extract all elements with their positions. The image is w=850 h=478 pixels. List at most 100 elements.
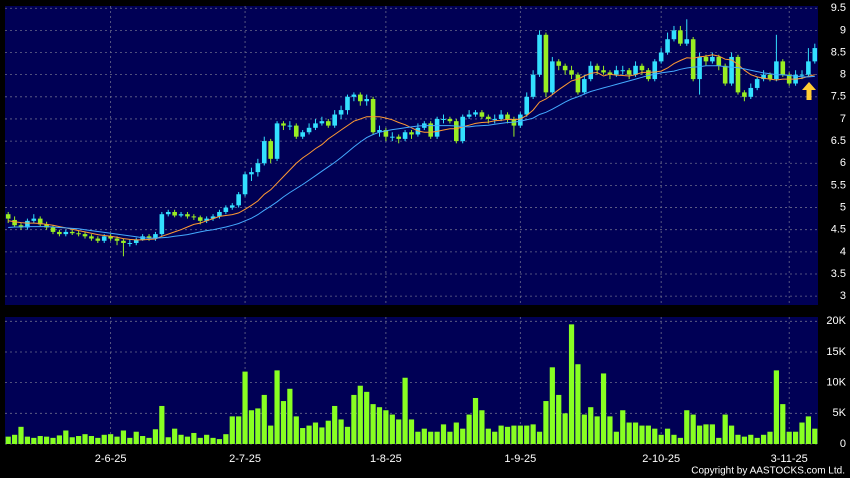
volume-bar [735,434,741,444]
candle-body [31,218,37,221]
volume-bar [37,436,43,444]
candle-body [50,227,56,232]
candle-body [697,56,702,80]
x-tick-label: 2-10-25 [642,453,680,465]
y-tick-label: 7.5 [831,91,846,103]
candle-body [530,74,536,97]
arrow-icon [802,82,816,100]
volume-bar [50,437,56,444]
candle-body [646,70,651,80]
volume-bar [376,407,383,444]
candle-body [550,61,555,93]
volume-bar [780,404,786,444]
volume-bar [293,416,299,444]
volume-bar [255,408,261,444]
volume-bar [152,429,159,444]
volume-bar [479,410,485,444]
volume-bar [460,428,466,444]
volume-bar [472,397,479,444]
x-tick-label: 1-8-25 [370,453,402,465]
volume-bar [127,437,133,444]
candle-body [460,116,466,142]
y-tick-label: 9.5 [831,2,846,14]
y-tick-label: 6.5 [831,135,846,147]
candle-body [774,61,779,80]
candle-body [409,132,414,135]
candle-body [210,216,216,219]
volume-bar [184,436,191,444]
volume-bar [511,425,517,444]
candle-body [428,123,434,137]
candle-body [761,74,766,80]
candle-body [812,48,818,62]
candle-body [447,118,453,122]
volume-bar [165,437,171,444]
y-tick-label: 15K [826,346,846,358]
candle-body [114,238,120,241]
candle-body [261,141,267,164]
candle-body [729,56,734,84]
volume-bar [24,436,31,444]
candle-body [742,92,747,97]
volume-bar [620,410,626,444]
candle-body [217,211,222,217]
candle-body [658,52,664,62]
volume-bar [204,434,210,444]
volume-bar [722,414,728,444]
candle-body [454,121,459,142]
candle-body [402,132,408,139]
candle-body [806,61,811,75]
candle-body [287,125,293,127]
candle-body [5,214,11,219]
volume-bar [594,416,600,444]
volume-bar [364,391,370,444]
candle-body [351,94,357,97]
candle-body [319,121,325,124]
volume-bar [466,414,472,444]
volume-bar [524,425,530,444]
candle-body [57,231,62,235]
candle-body [518,114,523,126]
candle-body [146,236,152,239]
candle-body [537,34,542,75]
y-tick-label: 9 [840,24,846,36]
volume-bar [88,436,95,444]
candle-body [185,214,190,217]
candle-body [620,70,626,72]
candle-body [473,112,478,115]
volume-bar [197,437,203,444]
candle-body [281,123,286,126]
volume-bar [754,437,760,444]
volume-bar [133,431,139,444]
candle-body [338,110,344,115]
volume-bar [703,424,709,444]
volume-bar [332,405,338,444]
candle-body [601,70,606,73]
volume-bar [799,422,805,444]
volume-bar [383,410,389,444]
volume-bar [805,416,811,444]
volume-bar [812,428,818,444]
candle-body [133,239,139,243]
volume-bar [114,436,120,444]
volume-bar [530,424,536,444]
moving-average-line [8,65,815,239]
candle-body [594,65,600,71]
candle-body [607,72,613,75]
volume-bar [517,425,523,444]
volume-bar [492,431,498,444]
volume-bar [498,425,504,444]
volume-bar [428,431,434,444]
candle-body [44,224,49,228]
volume-bar [536,431,543,444]
volume-bar [760,434,767,444]
candle-body [665,39,670,53]
volume-bar [370,404,376,444]
volume-bar [229,416,235,444]
volume-bar [101,434,107,444]
candle-body [76,233,81,235]
volume-bar [632,422,639,444]
y-tick-label: 8 [840,69,846,81]
candle-body [197,217,203,221]
candle-body [249,172,254,175]
